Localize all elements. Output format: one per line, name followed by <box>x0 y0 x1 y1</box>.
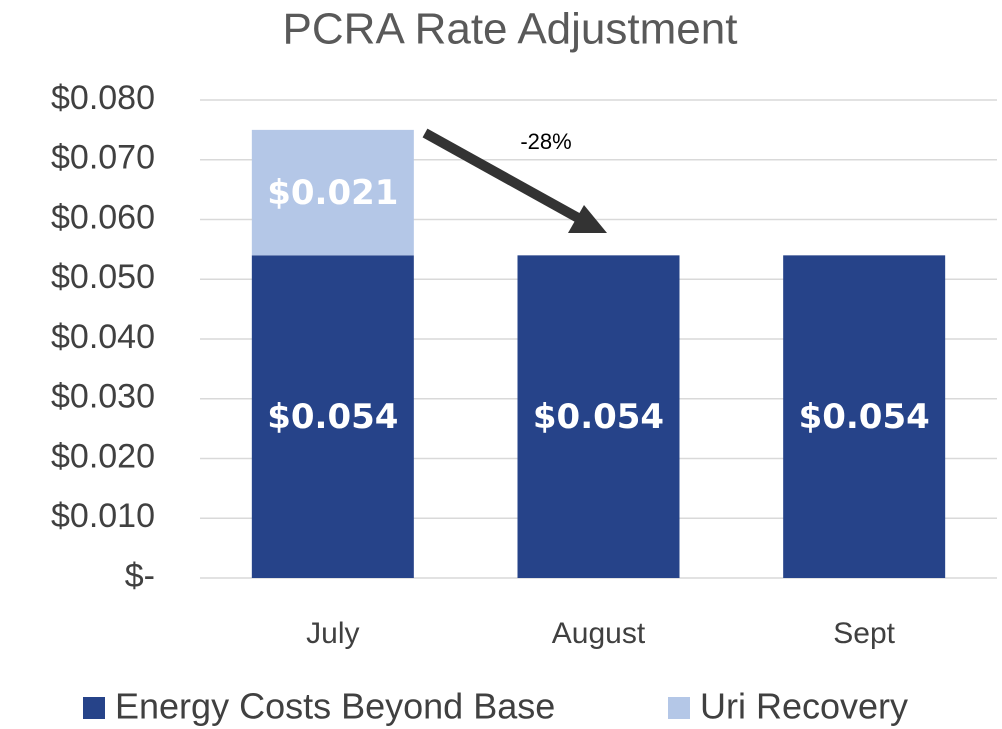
data-label: $0.054 <box>533 397 664 437</box>
x-tick-label: Sept <box>833 617 895 650</box>
legend-swatch <box>668 697 690 719</box>
x-tick-label: July <box>306 617 359 650</box>
y-tick-label: $0.070 <box>51 139 155 177</box>
bar <box>783 255 946 578</box>
y-tick-label: $0.050 <box>51 258 155 296</box>
y-tick-label: $0.030 <box>51 378 155 416</box>
data-label: $0.054 <box>267 397 398 437</box>
bar <box>251 129 414 256</box>
y-tick-label: $0.020 <box>51 437 155 475</box>
y-tick-label: $0.010 <box>51 497 155 535</box>
bar <box>251 255 414 578</box>
chart-title: PCRA Rate Adjustment <box>283 5 738 54</box>
legend-swatch <box>83 697 105 719</box>
y-tick-label: $- <box>125 557 155 595</box>
legend-label: Energy Costs Beyond Base <box>115 686 555 727</box>
y-tick-label: $0.040 <box>51 318 155 356</box>
y-tick-label: $0.080 <box>51 79 155 117</box>
annotation: -28% <box>520 129 571 154</box>
data-label: $0.021 <box>267 173 398 213</box>
x-tick-label: August <box>552 617 646 650</box>
arrow <box>422 128 607 233</box>
y-tick-label: $0.060 <box>51 198 155 236</box>
legend-label: Uri Recovery <box>700 686 908 727</box>
bar <box>517 255 680 578</box>
data-label: $0.054 <box>799 397 930 437</box>
